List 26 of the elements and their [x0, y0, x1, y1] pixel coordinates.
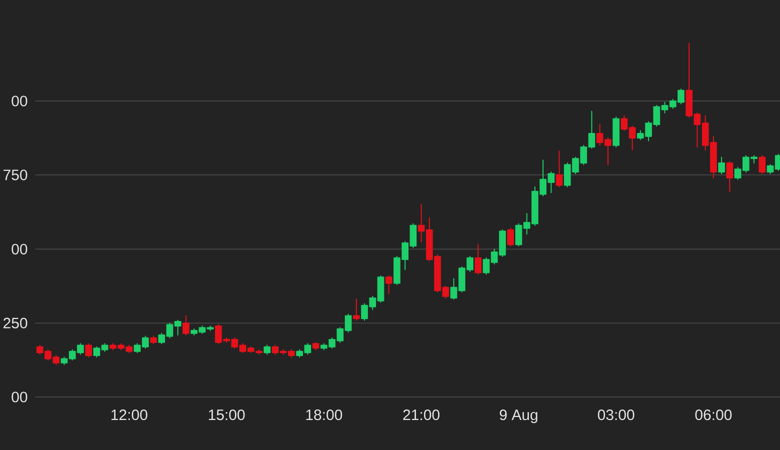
x-tick-label: 12:00 — [112, 410, 148, 420]
candlestick — [312, 342, 320, 350]
candlestick — [182, 315, 190, 336]
x-tick-label: 9 Aug — [500, 410, 538, 424]
text: 00 — [12, 96, 28, 106]
text: 250 — [4, 318, 28, 328]
x-tick-label: 15:00 — [208, 410, 245, 420]
text: 750 — [4, 170, 28, 180]
x-tick-label: 18:00 — [306, 410, 342, 420]
text: 00 — [12, 244, 28, 254]
x-tick-label: 06:00 — [695, 410, 732, 420]
x-tick-label: 03:00 — [598, 410, 634, 420]
candlestick — [385, 275, 392, 294]
text: 00 — [12, 392, 28, 402]
candlestick — [612, 116, 620, 148]
candlestick — [264, 344, 271, 355]
candlestick — [474, 244, 482, 275]
candlestick — [150, 336, 157, 344]
candlestick — [352, 298, 360, 321]
candlestick — [726, 161, 734, 192]
x-tick-label: 21:00 — [403, 410, 440, 420]
candlestick — [556, 150, 563, 188]
candlestick — [85, 343, 92, 358]
candlestick — [758, 155, 766, 174]
candlestick — [718, 156, 725, 174]
candlestick — [507, 228, 514, 246]
